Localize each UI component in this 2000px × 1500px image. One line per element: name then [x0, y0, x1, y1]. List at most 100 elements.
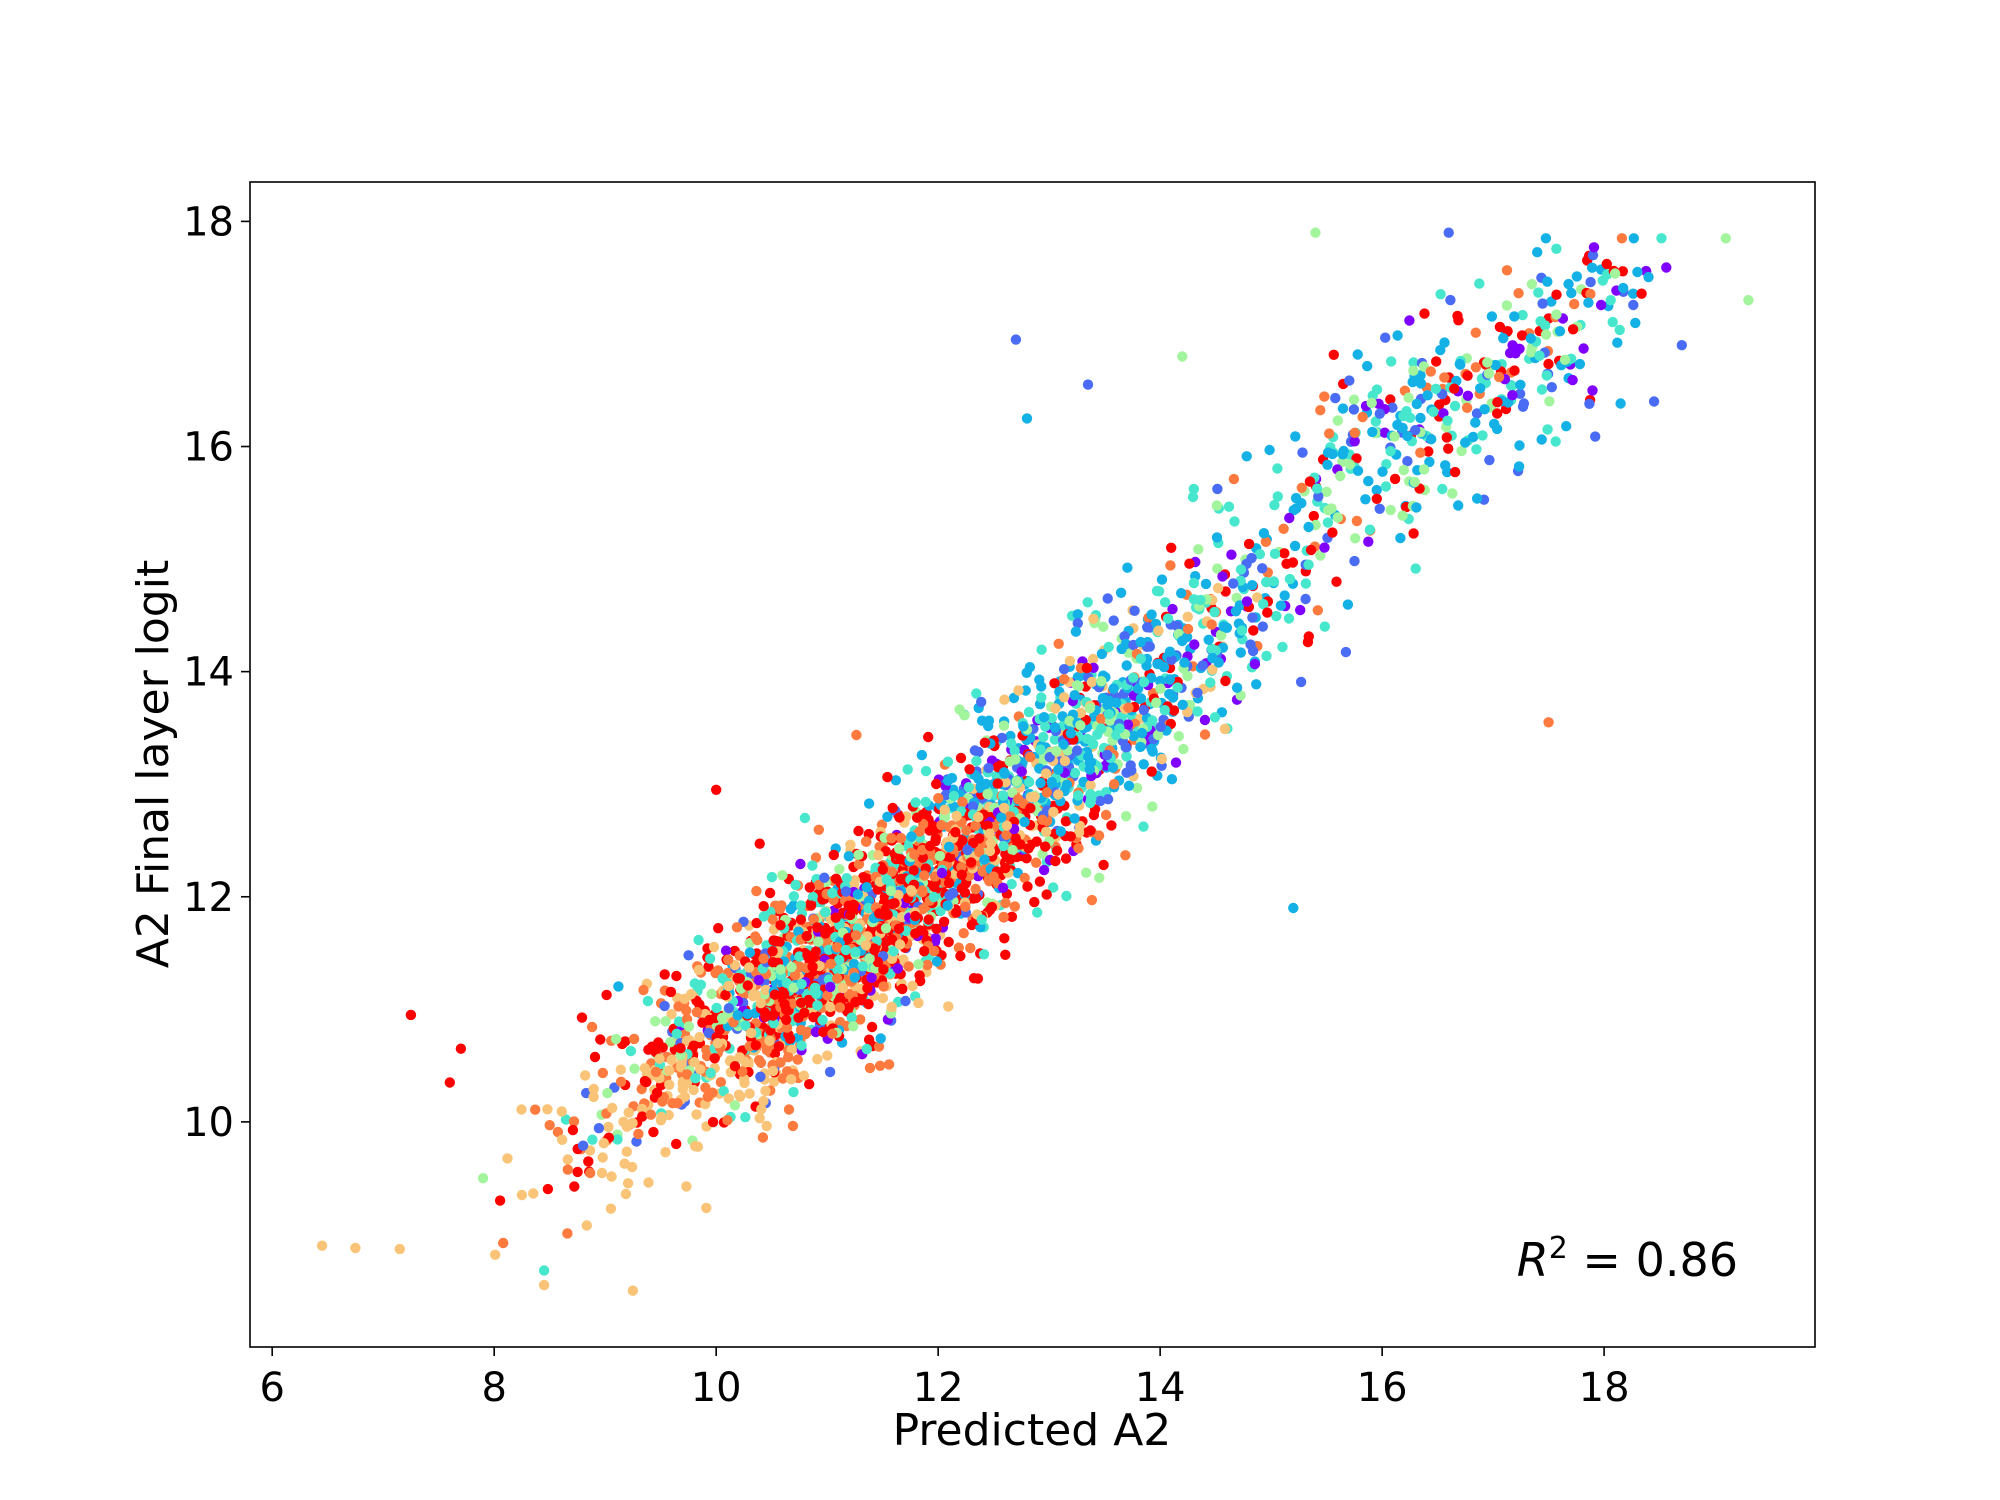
data-point [1331, 576, 1342, 587]
data-point [1072, 609, 1084, 620]
data-point [1048, 806, 1059, 818]
data-point [691, 1109, 702, 1120]
data-point [998, 802, 1010, 814]
data-point [1462, 390, 1474, 401]
data-point [973, 811, 984, 823]
x-tick-label: 18 [1579, 1365, 1630, 1411]
data-point [1569, 298, 1580, 310]
data-point [998, 840, 1009, 852]
data-point [956, 862, 967, 873]
data-point [944, 852, 956, 863]
data-point [786, 962, 797, 973]
data-point [1199, 729, 1211, 740]
data-point [754, 838, 765, 849]
data-point [1229, 516, 1240, 527]
data-point [958, 928, 969, 939]
y-axis-label: A2 Final layer logit [128, 560, 179, 968]
data-point [825, 981, 836, 993]
data-point [1296, 482, 1308, 493]
data-point [813, 936, 824, 947]
data-point [666, 1054, 677, 1066]
data-point [1385, 394, 1396, 405]
data-point [963, 782, 974, 793]
data-point [843, 900, 854, 911]
data-point [996, 732, 1008, 744]
data-point [1386, 356, 1397, 367]
data-point [1011, 776, 1022, 787]
data-point [751, 885, 762, 897]
data-point [1483, 368, 1495, 379]
data-point [1247, 612, 1258, 623]
data-point [1097, 693, 1109, 704]
data-point [576, 1012, 588, 1023]
data-point [1374, 503, 1385, 514]
data-point [1498, 333, 1509, 344]
data-point [1269, 499, 1280, 511]
data-point [1590, 431, 1601, 442]
data-point [1031, 836, 1042, 847]
data-point [766, 871, 778, 883]
data-point [641, 1076, 652, 1088]
data-point [962, 844, 973, 856]
data-point [775, 920, 786, 931]
data-point [1402, 456, 1413, 467]
data-point [1332, 512, 1344, 523]
data-point [1475, 383, 1486, 394]
data-point [1462, 370, 1473, 381]
data-point [1075, 720, 1086, 731]
data-point [942, 756, 954, 767]
data-point [1441, 432, 1453, 443]
data-point [1115, 587, 1127, 598]
data-point [1187, 491, 1199, 503]
data-point [1349, 555, 1360, 567]
data-point [1471, 408, 1483, 419]
data-point [1297, 447, 1308, 458]
data-point [1628, 233, 1640, 244]
data-point [1363, 536, 1374, 547]
data-point [1360, 494, 1371, 505]
data-point [552, 1126, 564, 1138]
data-point [862, 983, 873, 994]
data-point [1541, 370, 1553, 381]
data-point [664, 1065, 675, 1076]
data-point [655, 1115, 667, 1126]
data-point [953, 942, 964, 953]
data-point [866, 1021, 878, 1033]
data-point [1431, 356, 1442, 367]
data-point [1061, 779, 1073, 790]
data-point [1402, 430, 1413, 442]
data-point [1123, 780, 1135, 791]
data-point [777, 1073, 789, 1084]
data-point [1199, 714, 1211, 726]
data-point [528, 1188, 539, 1199]
data-point [1507, 340, 1518, 351]
data-point [350, 1242, 361, 1254]
data-point [1082, 379, 1094, 390]
data-point [804, 1079, 815, 1090]
data-point [1614, 324, 1625, 336]
data-point [843, 932, 854, 944]
data-point [970, 883, 981, 895]
data-point [961, 825, 972, 836]
data-point [760, 1085, 771, 1097]
data-point [755, 1057, 767, 1069]
data-point [1269, 548, 1281, 559]
data-point [1000, 862, 1011, 874]
data-point [783, 1052, 794, 1063]
data-point [1525, 333, 1537, 344]
data-point [1456, 445, 1467, 457]
data-point [882, 771, 893, 783]
data-point [864, 953, 875, 964]
data-point [1241, 451, 1252, 462]
data-point [760, 984, 772, 996]
data-point [1040, 721, 1051, 732]
data-point [853, 858, 865, 870]
data-point [788, 900, 799, 911]
data-point [1000, 777, 1011, 788]
data-point [1643, 271, 1654, 283]
data-point [928, 891, 940, 903]
data-point [887, 802, 898, 814]
data-point [1122, 562, 1133, 573]
data-point [556, 1134, 568, 1146]
data-point [1537, 298, 1548, 309]
